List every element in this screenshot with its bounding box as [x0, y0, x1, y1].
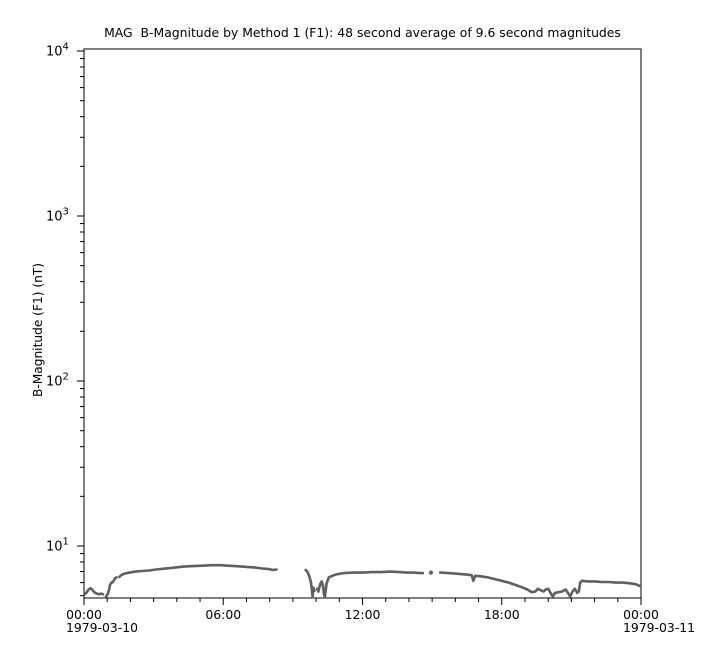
data-segment — [118, 563, 278, 579]
x-tick-label: 00:00 — [623, 607, 659, 622]
x-axis-ticks: 00:00 06:00 12:00 18:00 00:00 — [66, 598, 659, 622]
data-segment — [315, 570, 425, 599]
data-segment — [438, 571, 642, 598]
data-segment — [83, 586, 105, 596]
x-tick-label: 00:00 — [66, 607, 102, 622]
y-axis-ticks: 101 102 103 104 — [46, 42, 84, 597]
plot-border — [83, 48, 642, 599]
y-tick-label: 101 — [46, 537, 69, 555]
date-label-left: 1979-03-10 — [66, 620, 138, 635]
y-tick-label: 104 — [46, 42, 69, 60]
y-axis-label: B-Magnitude (F1) (nT) — [31, 263, 45, 397]
data-series — [83, 563, 642, 599]
x-tick-label: 06:00 — [205, 607, 241, 622]
data-point — [428, 570, 434, 575]
data-segment — [304, 568, 316, 599]
chart-title: MAG B-Magnitude by Method 1 (F1): 48 sec… — [104, 25, 621, 40]
data-segment — [104, 576, 118, 598]
x-tick-label: 18:00 — [484, 607, 520, 622]
date-label-right: 1979-03-11 — [623, 620, 695, 635]
y-tick-label: 102 — [46, 372, 69, 390]
y-tick-label: 103 — [46, 207, 69, 225]
x-tick-label: 12:00 — [345, 607, 381, 622]
